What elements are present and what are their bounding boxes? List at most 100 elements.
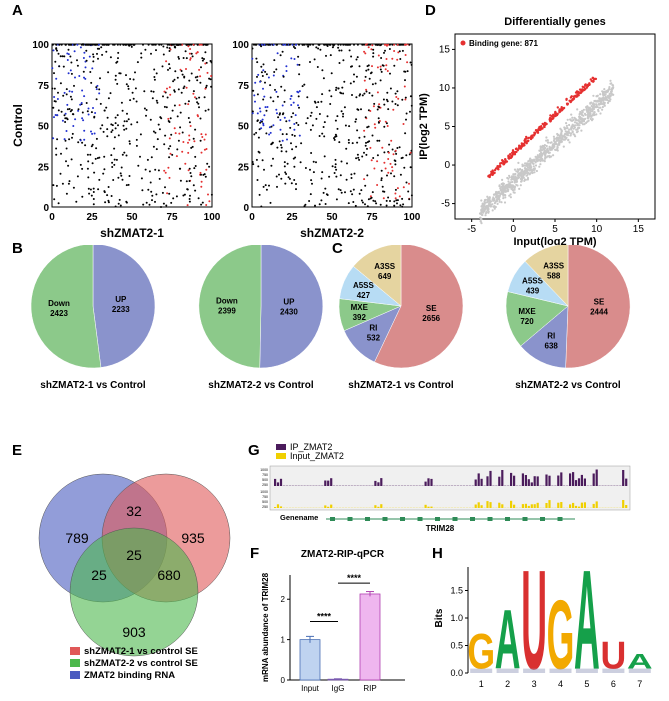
scatter-point (339, 43, 342, 46)
scatter-point (350, 65, 352, 68)
scatter-point (123, 120, 126, 123)
scatter-point (546, 141, 549, 144)
scatter-point (62, 94, 65, 97)
scatter-point (365, 90, 368, 93)
scatter-point (171, 43, 174, 46)
scatter-point (334, 119, 337, 122)
scatter-point (410, 149, 413, 152)
scatter-point (486, 199, 489, 202)
scatter-point (393, 200, 396, 203)
input-signal-bar (572, 502, 575, 508)
venn-count-only_se1: 935 (181, 530, 205, 546)
scatter-point (88, 192, 91, 195)
scatter-point (298, 134, 301, 137)
scatter-point (306, 96, 309, 99)
x-tick-label: RIP (363, 684, 376, 693)
scatter-point (376, 160, 379, 163)
scatter-point (192, 184, 195, 187)
scatter-point (568, 123, 571, 127)
scatter-point (343, 80, 346, 83)
scatter-point (409, 110, 411, 113)
scatter-point (584, 113, 587, 116)
scatter-point (605, 98, 608, 101)
scatter-point (568, 141, 571, 144)
x-tick-label: 75 (166, 212, 178, 223)
scatter-point (340, 160, 343, 163)
scatter-point (71, 136, 73, 139)
scatter-point (114, 122, 117, 125)
y-tick-label: 50 (238, 122, 250, 133)
scatter-point (83, 95, 86, 98)
scatter-point (478, 212, 482, 215)
scatter-point (369, 72, 372, 75)
scatter-point (52, 137, 55, 140)
scatter-point (182, 57, 185, 59)
scatter-point (290, 95, 293, 97)
binding-point (514, 150, 517, 154)
scatter-point (188, 138, 191, 141)
scatter-point (391, 166, 394, 169)
scatter-point (209, 60, 212, 62)
scatter-point (386, 91, 389, 94)
scatter-point (318, 203, 321, 206)
binding-point (502, 162, 506, 166)
scatter-point (107, 71, 110, 74)
scatter-point (204, 109, 207, 112)
input-signal-bar (276, 504, 280, 508)
scatter-point (338, 62, 341, 64)
scatter-point (580, 129, 583, 132)
scatter-point (77, 141, 80, 144)
scatter-point (103, 155, 106, 158)
scatter-point (364, 116, 367, 119)
scatter-point (150, 90, 153, 93)
scatter-point (125, 154, 128, 157)
scatter-point (379, 65, 382, 68)
scatter-point (592, 94, 595, 97)
scatter-point (348, 125, 351, 128)
scatter-point (360, 199, 363, 202)
scatter-point (610, 92, 613, 95)
scatter-point (347, 43, 350, 46)
scatter-point (373, 102, 376, 105)
scatter-point (306, 117, 309, 120)
pie-panel-c: SE2656RI532MXE392A5SS427A3SS649shZMAT2-1… (338, 245, 631, 391)
scatter-point (155, 72, 158, 75)
scatter-point (80, 102, 83, 104)
legend-label: Binding gene: 871 (469, 39, 538, 48)
scatter-point (353, 73, 355, 76)
input-signal-bar (374, 505, 377, 508)
scatter-point (168, 137, 171, 140)
input-scale-label: 500 (262, 500, 268, 504)
binding-point (566, 103, 569, 106)
y-tick-label: 1.0 (450, 613, 463, 623)
input-signal-bar (424, 504, 427, 508)
scatter-point (186, 188, 189, 191)
scatter-point (169, 152, 172, 155)
scatter-point (66, 52, 69, 55)
scatter-point (560, 134, 563, 137)
input-signal-bar (548, 500, 551, 508)
scatter-point (63, 114, 66, 117)
scatter-point (376, 108, 379, 111)
scatter-point (257, 136, 260, 139)
scatter-point (486, 195, 489, 198)
scatter-point (195, 97, 198, 100)
scatter-point (173, 89, 176, 92)
venn-count-binding_se1: 32 (126, 503, 142, 519)
scatter-point (364, 184, 367, 187)
scatter-point (91, 132, 94, 135)
scatter-point (385, 204, 388, 207)
ip-signal-bar (324, 480, 327, 486)
binding-point (554, 112, 557, 115)
scatter-point (355, 96, 358, 99)
scatter-point (401, 49, 404, 52)
scatter-point (589, 108, 592, 111)
scatter-point (334, 158, 337, 161)
scatter-point (171, 109, 174, 112)
scatter-point (107, 97, 110, 100)
venn-count-only_se2: 903 (122, 624, 146, 640)
scatter-point (264, 106, 267, 109)
scatter-point (302, 43, 305, 46)
